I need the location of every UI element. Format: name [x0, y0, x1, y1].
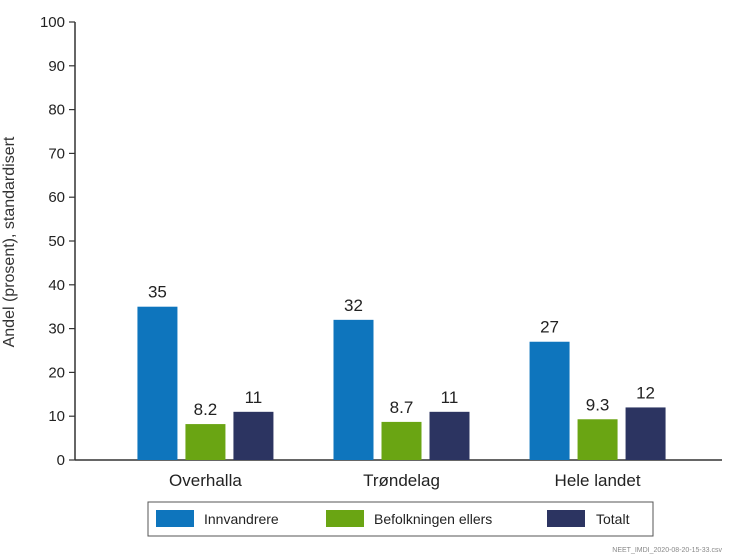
y-tick-label: 100 — [40, 14, 65, 31]
bar-totalt — [625, 407, 666, 460]
data-label: 11 — [441, 388, 459, 407]
bar-innvandrere — [333, 319, 374, 460]
y-tick-label: 60 — [48, 189, 65, 206]
bar-befolkningen-ellers — [577, 419, 618, 460]
y-tick-label: 80 — [48, 102, 65, 119]
legend-label: Innvandrere — [204, 511, 279, 527]
category-labels: Overhalla Trøndelag Hele landet — [169, 471, 641, 490]
data-label: 27 — [540, 318, 559, 337]
y-tick-label: 70 — [48, 145, 65, 162]
y-tick-label: 10 — [48, 408, 65, 425]
data-label: 8.2 — [194, 400, 218, 419]
data-label: 32 — [344, 296, 363, 315]
y-tick-label: 40 — [48, 277, 65, 294]
source-note: NEET_IMDI_2020-08-20-15-33.csv — [612, 547, 722, 554]
y-axis-label: Andel (prosent), standardisert — [1, 136, 18, 347]
data-label: 8.7 — [390, 398, 414, 417]
legend-swatch — [156, 510, 194, 527]
bar-totalt — [233, 411, 274, 460]
x-category-label: Overhalla — [169, 471, 242, 490]
y-tick-label: 20 — [48, 364, 65, 381]
bar-totalt — [429, 411, 470, 460]
data-label: 9.3 — [586, 395, 610, 414]
legend-swatch — [326, 510, 364, 527]
bars-group: 35 8.2 11 32 8.7 11 27 9.3 12 — [137, 283, 666, 460]
y-tick-label: 90 — [48, 58, 65, 75]
data-label: 11 — [245, 388, 263, 407]
bar-befolkningen-ellers — [381, 421, 422, 460]
data-label: 35 — [148, 283, 167, 302]
y-tick-label: 50 — [48, 233, 65, 250]
y-tick-label: 30 — [48, 321, 65, 338]
y-axis-ticks: 0 10 20 30 40 50 60 70 80 90 100 — [40, 14, 75, 469]
y-tick-label: 0 — [57, 452, 65, 469]
data-label: 12 — [636, 383, 655, 402]
legend-swatch — [547, 510, 585, 527]
bar-befolkningen-ellers — [185, 424, 226, 460]
legend-label: Befolkningen ellers — [374, 511, 492, 527]
legend-label: Totalt — [596, 511, 630, 527]
x-category-label: Hele landet — [555, 471, 641, 490]
x-category-label: Trøndelag — [363, 471, 440, 490]
legend: Innvandrere Befolkningen ellers Totalt — [147, 501, 654, 537]
bar-innvandrere — [137, 306, 178, 460]
bar-innvandrere — [529, 341, 570, 460]
